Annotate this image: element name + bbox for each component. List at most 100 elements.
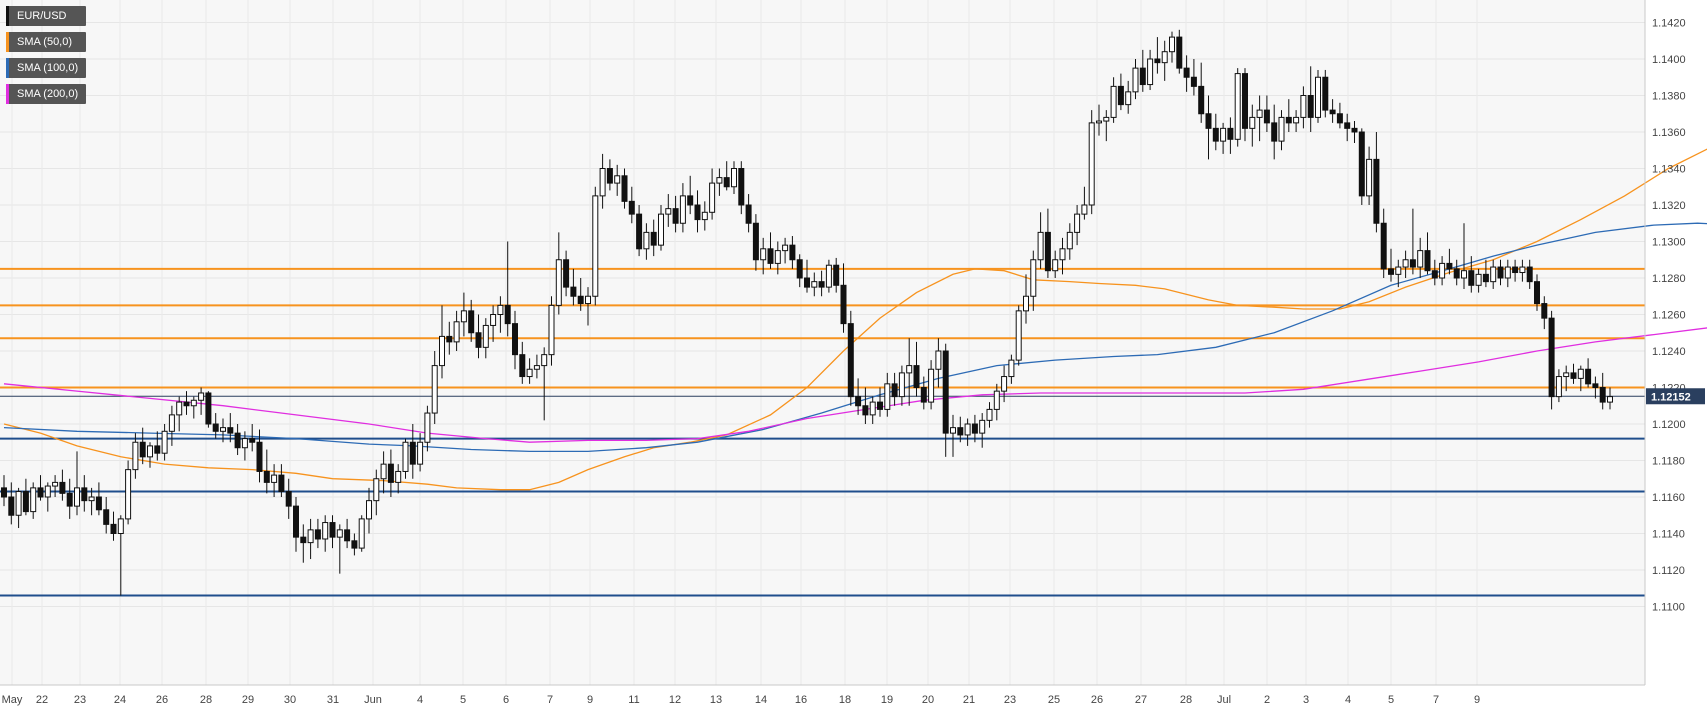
legend-item-sma-50[interactable]: SMA (50,0)	[6, 32, 87, 52]
bearish-candle	[329, 515, 336, 549]
candle-body	[519, 354, 526, 378]
candle-body	[1023, 295, 1029, 312]
candle-body	[1351, 127, 1358, 133]
candle-body	[1322, 76, 1329, 111]
bearish-candle	[37, 475, 44, 501]
candle-body	[1599, 387, 1606, 403]
candle-body	[709, 182, 716, 213]
bullish-candle	[1366, 146, 1373, 205]
candle-body	[314, 529, 321, 540]
bearish-candle	[512, 310, 518, 370]
x-tick-label: 23	[1004, 694, 1016, 706]
candle-body	[1220, 127, 1227, 142]
candle-body	[322, 522, 329, 540]
bullish-candle	[731, 161, 737, 195]
legend-swatch	[6, 84, 9, 104]
bullish-candle	[1439, 256, 1446, 286]
bullish-candle	[1519, 259, 1526, 282]
bullish-candle	[665, 194, 672, 227]
bullish-candle	[709, 168, 716, 220]
legend-swatch	[6, 6, 9, 26]
candle-body	[220, 427, 226, 432]
bearish-candle	[920, 376, 927, 410]
bearish-candle	[606, 159, 613, 191]
bullish-candle	[950, 414, 956, 457]
candle-body	[139, 441, 146, 458]
bearish-candle	[650, 219, 657, 257]
bearish-candle	[1388, 248, 1394, 282]
bearish-candle	[139, 427, 146, 465]
candle-body	[1132, 67, 1139, 93]
legend-item-sma-100[interactable]: SMA (100,0)	[6, 58, 87, 78]
bearish-candle	[723, 161, 730, 191]
candle-body	[928, 368, 935, 403]
candle-body	[161, 430, 168, 454]
candle-body	[986, 408, 993, 421]
candle-body	[1548, 317, 1555, 398]
candle-body	[1278, 116, 1285, 142]
bearish-candle	[877, 387, 883, 417]
x-tick-label: 24	[114, 694, 126, 706]
candle-body	[1, 487, 7, 498]
candle-body	[336, 529, 343, 538]
candle-body	[103, 509, 110, 525]
bullish-candle	[1577, 365, 1584, 392]
candle-body	[1534, 281, 1540, 305]
x-tick-label: 18	[839, 694, 851, 706]
candle-body	[1008, 359, 1015, 378]
candle-body	[1585, 368, 1592, 385]
bullish-candle	[555, 232, 562, 315]
candle-body	[1373, 158, 1380, 224]
candle-body	[752, 222, 759, 261]
bearish-candle	[957, 416, 964, 443]
bullish-candle	[1402, 250, 1409, 278]
bullish-candle	[1059, 237, 1066, 275]
legend-item-sma-200[interactable]: SMA (200,0)	[6, 84, 87, 104]
x-tick-label: 12	[669, 694, 681, 706]
candle-body	[1468, 270, 1475, 286]
x-tick-label: 5	[460, 694, 466, 706]
bullish-candle	[431, 351, 438, 424]
bullish-candle	[658, 205, 664, 251]
candle-body	[950, 427, 956, 434]
candle-body	[176, 401, 183, 416]
candle-body	[490, 314, 497, 326]
bullish-candle	[1490, 259, 1497, 289]
candle-body	[621, 175, 628, 202]
bearish-candle	[840, 263, 847, 333]
candle-body	[1030, 259, 1037, 297]
bullish-candle	[811, 272, 818, 297]
x-tick-label: 6	[503, 694, 509, 706]
bearish-candle	[942, 343, 949, 457]
candle-body	[431, 365, 438, 414]
bullish-candle	[1475, 268, 1482, 293]
candle-body	[256, 441, 263, 472]
y-tick-label: 1.1360	[1652, 127, 1686, 139]
bearish-candle	[1198, 62, 1205, 123]
candle-body	[460, 310, 467, 323]
candle-body	[1504, 266, 1511, 279]
x-tick-label: 26	[156, 694, 168, 706]
x-tick-label: 30	[284, 694, 296, 706]
bullish-candle	[44, 482, 51, 512]
candle-body	[81, 487, 88, 502]
candle-body	[22, 491, 29, 513]
bullish-candle	[366, 487, 372, 534]
bearish-candle	[1212, 113, 1219, 151]
bullish-candle	[1293, 110, 1300, 132]
bullish-candle	[1315, 69, 1321, 123]
bullish-candle	[74, 451, 80, 516]
candle-body	[263, 470, 270, 483]
legend-item-eurusd[interactable]: EUR/USD	[6, 6, 87, 26]
candle-body	[409, 441, 416, 465]
bullish-candle	[358, 515, 365, 552]
candle-body	[891, 383, 898, 398]
bearish-candle	[1592, 376, 1599, 399]
x-tick-label: 4	[1345, 694, 1351, 706]
bearish-candle	[1548, 310, 1555, 410]
bullish-candle	[417, 433, 424, 472]
candle-body	[1205, 113, 1212, 129]
candle-body	[212, 423, 219, 432]
bullish-candle	[526, 358, 533, 384]
candle-body	[701, 211, 708, 221]
